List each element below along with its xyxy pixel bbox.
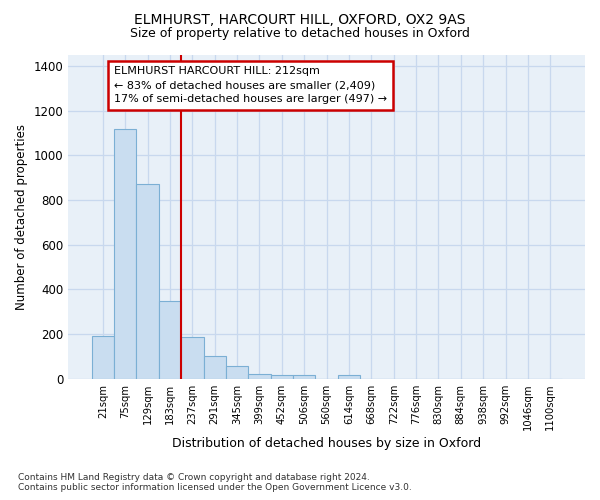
X-axis label: Distribution of detached houses by size in Oxford: Distribution of detached houses by size …	[172, 437, 481, 450]
Text: Contains HM Land Registry data © Crown copyright and database right 2024.
Contai: Contains HM Land Registry data © Crown c…	[18, 473, 412, 492]
Bar	[203, 356, 226, 378]
Y-axis label: Number of detached properties: Number of detached properties	[15, 124, 28, 310]
Bar	[136, 184, 159, 378]
Bar	[114, 128, 136, 378]
Text: ELMHURST, HARCOURT HILL, OXFORD, OX2 9AS: ELMHURST, HARCOURT HILL, OXFORD, OX2 9AS	[134, 12, 466, 26]
Bar	[181, 338, 203, 378]
Bar	[92, 336, 114, 378]
Bar	[226, 366, 248, 378]
Bar	[271, 374, 293, 378]
Text: Size of property relative to detached houses in Oxford: Size of property relative to detached ho…	[130, 28, 470, 40]
Bar	[159, 300, 181, 378]
Bar	[293, 374, 316, 378]
Bar	[338, 376, 360, 378]
Bar	[248, 374, 271, 378]
Text: ELMHURST HARCOURT HILL: 212sqm
← 83% of detached houses are smaller (2,409)
17% : ELMHURST HARCOURT HILL: 212sqm ← 83% of …	[114, 66, 387, 104]
